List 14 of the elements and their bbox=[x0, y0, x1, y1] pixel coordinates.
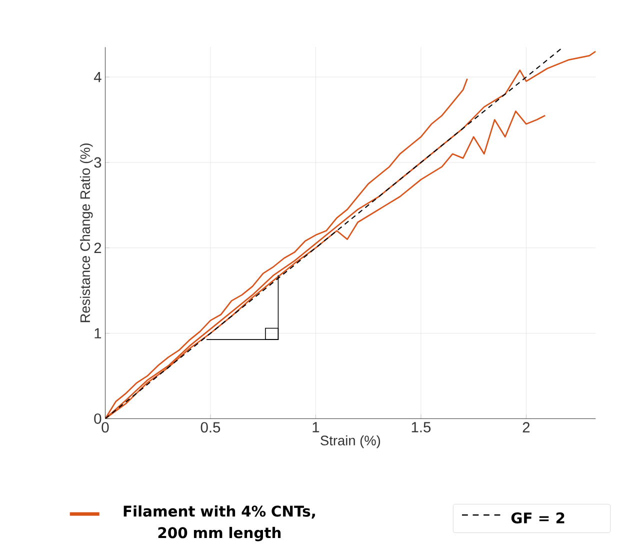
y-tick-label: 2 bbox=[94, 242, 102, 253]
y-tick-label: 0 bbox=[94, 413, 102, 424]
x-tick-label: 0 bbox=[102, 422, 109, 432]
x-tick-label: 2 bbox=[522, 422, 530, 432]
legend-label: GF = 2 bbox=[511, 512, 564, 524]
legend-label: Filament with 4% CNTs, 200 mm length bbox=[124, 505, 315, 542]
x-tick-label: 0.5 bbox=[200, 422, 220, 432]
y-axis-title: Resistance Change Ratio (%) bbox=[80, 143, 93, 322]
y-tick-label: 1 bbox=[94, 328, 102, 338]
x-axis-title: Strain (%) bbox=[320, 435, 380, 448]
x-tick-label: 1.5 bbox=[412, 422, 431, 432]
y-tick-label: 3 bbox=[94, 157, 102, 168]
y-tick-label: 4 bbox=[94, 72, 102, 82]
x-tick-label: 1 bbox=[312, 422, 320, 432]
